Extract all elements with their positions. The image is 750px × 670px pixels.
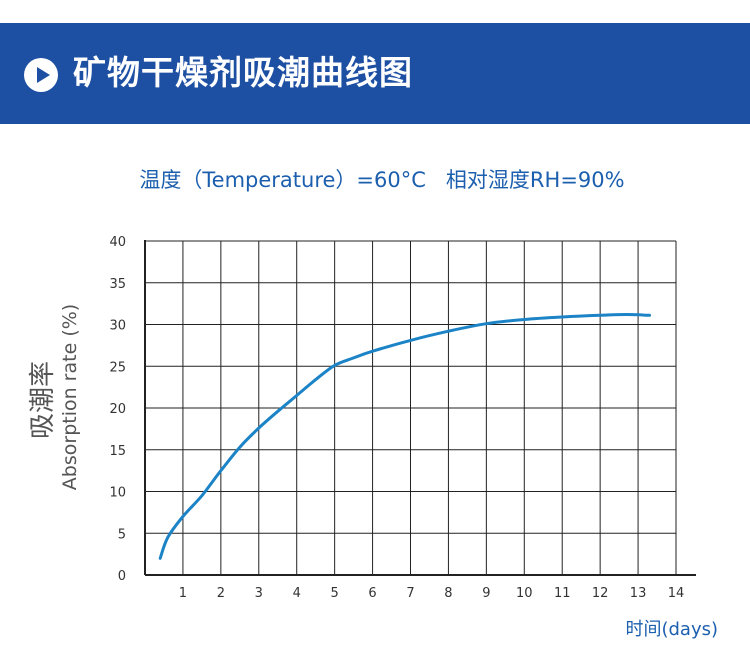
y-tick-label: 40 bbox=[109, 235, 126, 250]
x-axis-label: 时间(days) bbox=[625, 619, 718, 640]
y-tick-label: 35 bbox=[109, 277, 126, 292]
y-axis-label: Absorption rate (%) bbox=[59, 304, 81, 490]
y-axis-label-chinese: 吸潮率 bbox=[28, 361, 58, 439]
y-tick-label: 30 bbox=[109, 319, 126, 334]
y-tick-label: 15 bbox=[109, 444, 126, 459]
x-tick-label: 5 bbox=[331, 586, 339, 601]
x-tick-label: 4 bbox=[293, 586, 301, 601]
page-title: 矿物干燥剂吸潮曲线图 bbox=[73, 53, 413, 92]
x-tick-label: 13 bbox=[630, 586, 647, 601]
play-icon bbox=[24, 58, 58, 92]
x-tick-label: 11 bbox=[554, 586, 571, 601]
x-tick-label: 2 bbox=[217, 586, 225, 601]
x-tick-label: 7 bbox=[406, 586, 414, 601]
chart-title: 温度（Temperature）=60°C 相对湿度RH=90% bbox=[139, 168, 624, 192]
y-tick-label: 20 bbox=[109, 402, 126, 417]
y-tick-label: 0 bbox=[118, 569, 126, 584]
y-tick-label: 5 bbox=[118, 527, 126, 542]
x-tick-label: 8 bbox=[444, 586, 452, 601]
x-tick-label: 3 bbox=[255, 586, 263, 601]
x-tick-label: 10 bbox=[516, 586, 533, 601]
x-tick-label: 1 bbox=[179, 586, 187, 601]
x-tick-label: 6 bbox=[368, 586, 376, 601]
absorption-curve bbox=[158, 313, 651, 560]
x-tick-label: 12 bbox=[592, 586, 609, 601]
axes bbox=[144, 240, 696, 576]
x-tick-label: 9 bbox=[482, 586, 490, 601]
y-tick-label: 25 bbox=[109, 360, 126, 375]
y-tick-label: 10 bbox=[109, 486, 126, 501]
x-tick-label: 14 bbox=[668, 586, 685, 601]
header-banner: 矿物干燥剂吸潮曲线图 bbox=[0, 23, 750, 124]
grid bbox=[145, 240, 677, 575]
